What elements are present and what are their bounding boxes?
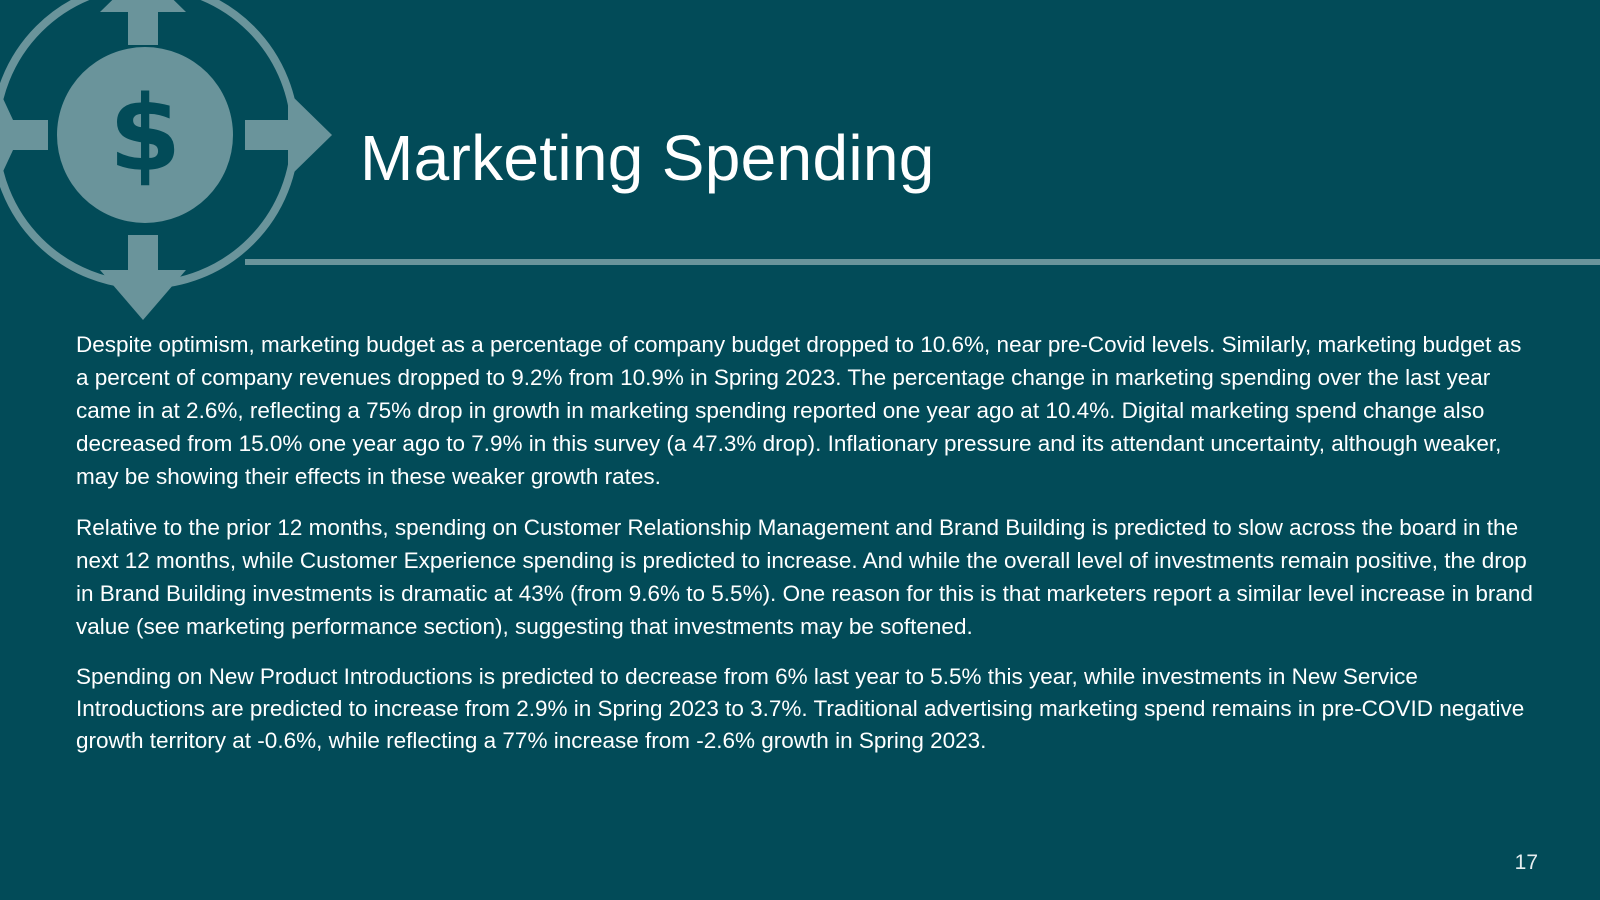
paragraph-crm-brand: Relative to the prior 12 months, spendin…: [76, 515, 1533, 639]
slide-title: Marketing Spending: [360, 122, 935, 194]
paragraph-product-service: Spending on New Product Introductions is…: [76, 664, 1525, 753]
page-number: 17: [1514, 851, 1538, 874]
inner-disc: [57, 47, 233, 223]
title-divider: [245, 259, 1600, 265]
dollar-arrows-circle-icon: $: [0, 0, 332, 320]
slide-body: Despite optimism, marketing budget as a …: [76, 328, 1536, 775]
dollar-sign: $: [109, 73, 181, 195]
paragraph-budget: Despite optimism, marketing budget as a …: [76, 332, 1522, 489]
